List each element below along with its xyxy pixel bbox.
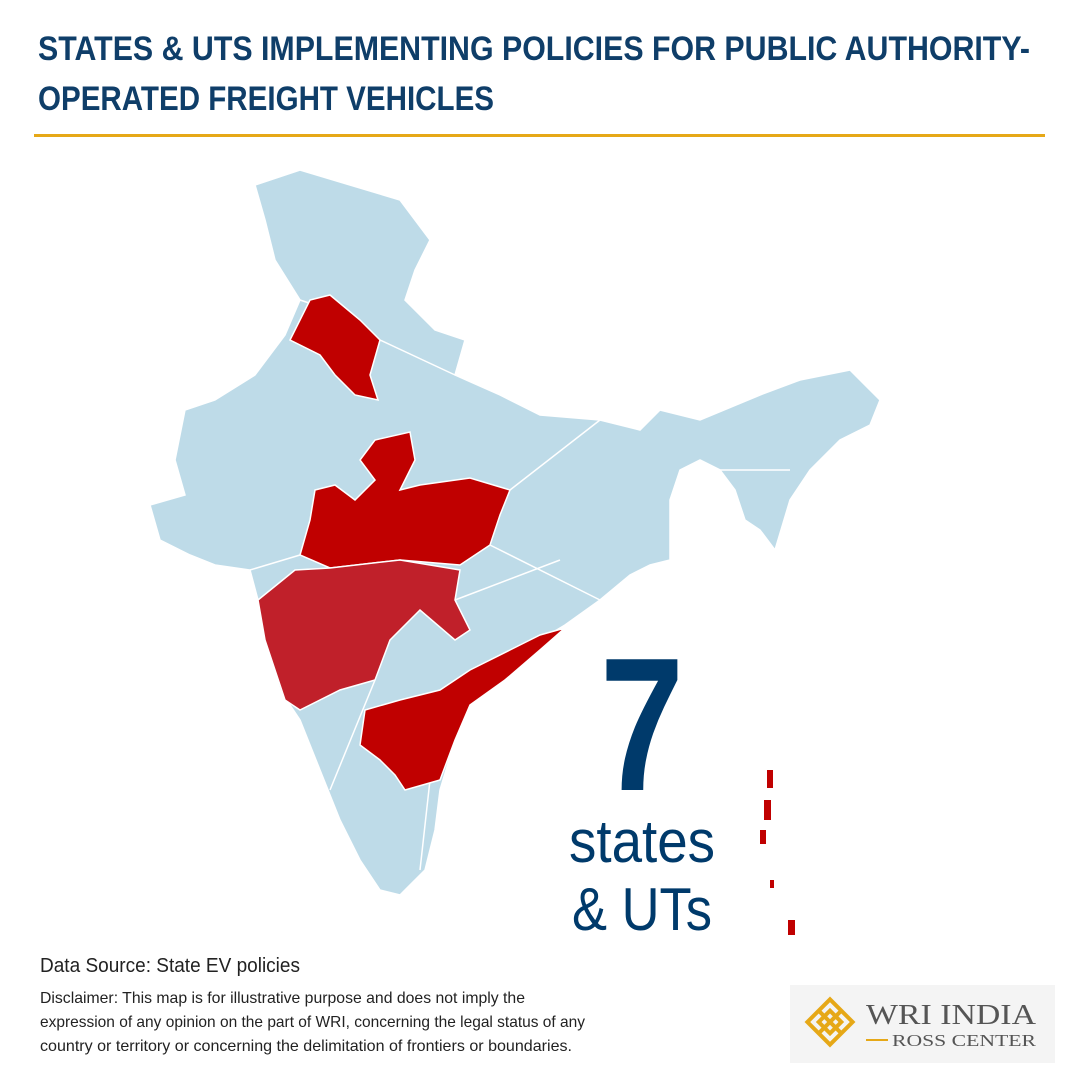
logo-name: WRI INDIA [866, 1000, 1037, 1031]
data-source: Data Source: State EV policies [40, 955, 300, 977]
highlighted-state [299, 431, 512, 569]
logo-emblem [804, 996, 856, 1048]
highlighted-state [359, 627, 566, 791]
title-rule [34, 134, 1045, 137]
islands [760, 770, 795, 935]
caption-line: states [569, 808, 715, 875]
disclaimer-line: country or territory or concerning the d… [40, 1038, 572, 1055]
highlighted-state [257, 559, 471, 711]
title-line: STATES & UTS IMPLEMENTING POLICIES FOR P… [38, 30, 1030, 68]
disclaimer-line: Disclaimer: This map is for illustrative… [40, 990, 525, 1007]
highlighted-state [288, 294, 381, 402]
logo: WRI INDIA ROSS CENTER [790, 985, 1055, 1063]
title-line: OPERATED FREIGHT VEHICLES [38, 80, 494, 118]
logo-subtitle: ROSS CENTER [892, 1031, 1037, 1050]
map [149, 169, 881, 935]
count: 7 [600, 619, 684, 831]
caption-line: & UTs [572, 876, 712, 943]
disclaimer-line: expression of any opinion on the part of… [40, 1014, 585, 1031]
